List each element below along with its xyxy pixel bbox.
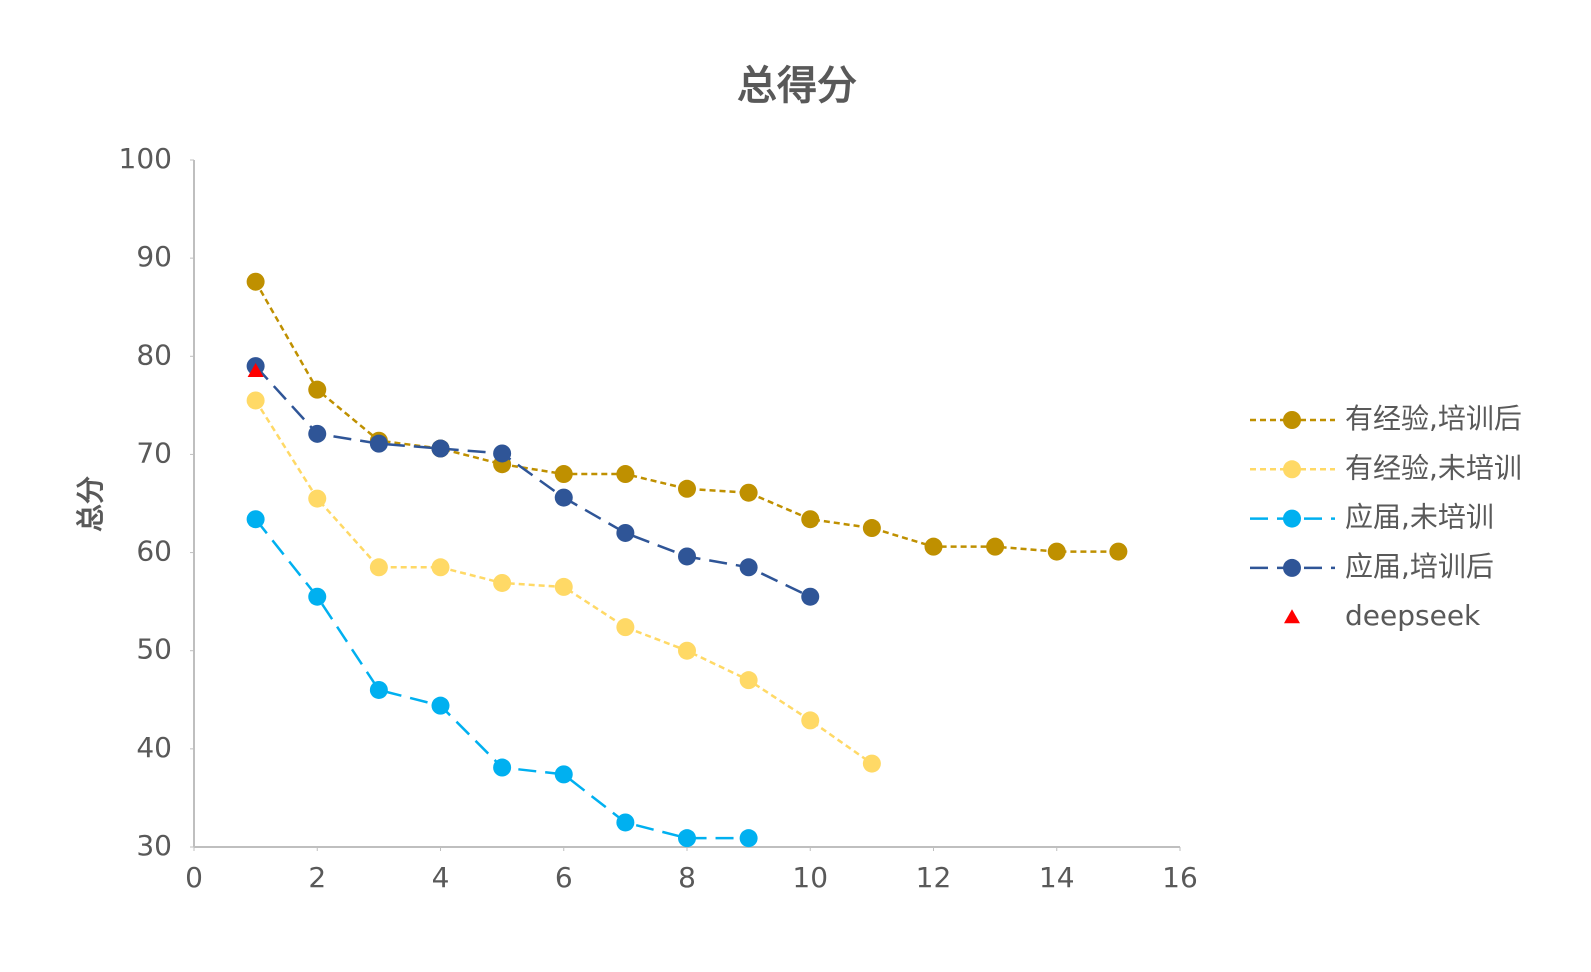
x-tick-label: 6	[555, 861, 573, 894]
data-point	[431, 696, 450, 715]
legend-marker	[1283, 558, 1301, 577]
data-point	[801, 711, 820, 730]
data-point	[369, 434, 388, 453]
x-tick-label: 2	[308, 861, 326, 894]
x-tick-label: 8	[678, 861, 696, 894]
x-tick-label: 4	[432, 861, 450, 894]
x-tick-label: 10	[792, 861, 828, 894]
legend-marker	[1284, 609, 1300, 624]
data-point	[246, 272, 265, 291]
data-point	[554, 577, 573, 596]
data-point	[1047, 542, 1066, 561]
data-point	[924, 537, 943, 556]
data-point	[1109, 542, 1128, 561]
data-point	[247, 363, 264, 378]
data-point	[616, 465, 635, 484]
data-point	[369, 680, 388, 699]
data-point	[739, 671, 758, 690]
legend-label: 应届,培训后	[1345, 550, 1494, 583]
x-tick-label: 16	[1162, 861, 1198, 894]
data-point	[369, 558, 388, 577]
data-point	[246, 510, 265, 529]
data-point	[678, 641, 696, 660]
legend-marker	[1283, 460, 1301, 479]
legend-label: 有经验,未培训	[1345, 451, 1522, 484]
chart-title: 总得分	[737, 63, 857, 109]
y-tick-label: 40	[136, 731, 172, 764]
data-point	[739, 829, 758, 848]
x-tick-label: 0	[185, 861, 203, 894]
data-point	[678, 829, 696, 848]
legend-label: 有经验,培训后	[1345, 402, 1522, 435]
data-point	[493, 573, 512, 592]
series-line	[254, 518, 749, 840]
y-axis-label: 总分	[74, 476, 107, 532]
x-tick-label: 12	[916, 861, 952, 894]
data-point	[431, 558, 450, 577]
data-point	[678, 479, 696, 498]
y-tick-label: 30	[136, 829, 172, 862]
y-tick-label: 80	[136, 338, 172, 371]
y-tick-label: 60	[136, 535, 172, 568]
data-point	[678, 547, 696, 566]
legend-label: deepseek	[1345, 599, 1481, 632]
y-tick-label: 50	[136, 633, 172, 666]
data-point	[801, 587, 820, 606]
data-point	[493, 444, 512, 463]
legend-marker	[1283, 411, 1301, 429]
data-point	[616, 813, 635, 832]
data-point	[554, 488, 573, 507]
data-point	[554, 765, 573, 784]
data-point	[739, 483, 758, 502]
data-point	[554, 465, 573, 484]
data-point	[616, 523, 635, 542]
series-line	[254, 365, 811, 598]
data-point	[308, 380, 327, 399]
data-point	[308, 424, 327, 443]
data-point	[246, 391, 265, 410]
data-point	[493, 758, 512, 777]
data-point	[308, 489, 327, 508]
legend-label: 应届,未培训	[1345, 501, 1494, 534]
data-point	[308, 587, 327, 606]
data-point	[431, 439, 450, 458]
series-line	[254, 281, 1119, 553]
data-point	[862, 754, 881, 773]
data-point	[616, 618, 635, 637]
y-tick-label: 70	[136, 436, 172, 469]
y-tick-label: 100	[119, 142, 172, 175]
data-point	[862, 519, 881, 538]
y-tick-label: 90	[136, 240, 172, 273]
data-point	[739, 558, 758, 577]
legend-marker	[1283, 509, 1301, 528]
data-point	[801, 510, 820, 529]
data-point	[986, 537, 1005, 556]
x-tick-label: 14	[1039, 861, 1075, 894]
